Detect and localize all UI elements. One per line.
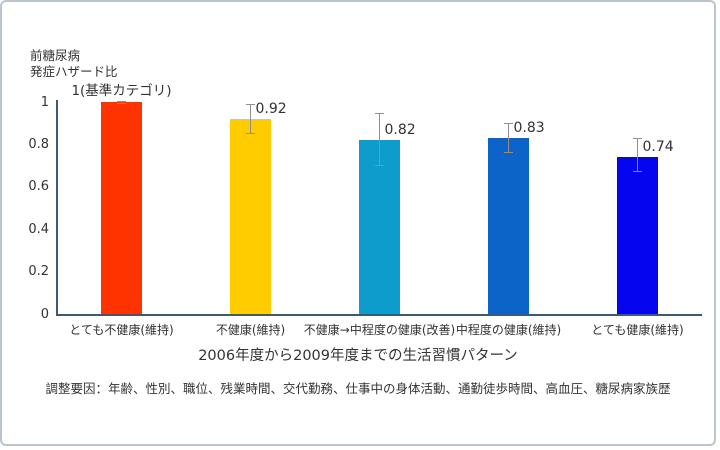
x-category-label: とても不健康(維持)	[69, 323, 174, 337]
y-axis-line	[56, 100, 58, 315]
error-bar-stem	[121, 100, 122, 105]
x-axis-title: 2006年度から2009年度までの生活習慣パターン	[198, 348, 518, 364]
error-bar-stem	[379, 112, 380, 166]
bar-value-label: 0.83	[513, 120, 545, 137]
bar-value-label: 0.74	[642, 139, 674, 156]
error-bar	[504, 123, 513, 153]
y-tick-label: 0.4	[28, 221, 49, 237]
x-category-label: 中程度の健康(維持)	[455, 323, 562, 337]
error-bar-stem	[637, 138, 638, 172]
error-bar	[633, 138, 642, 172]
footnote: 調整要因：年齢、性別、職位、残業時間、交代勤務、仕事中の身体活動、通勤徒歩時間、…	[45, 381, 671, 396]
bar-value-label: 0.92	[255, 100, 287, 117]
x-category-label: 不健康→中程度の健康(改善)	[303, 323, 456, 337]
y-tick-label: 0.6	[28, 179, 49, 195]
y-axis-title-line1: 前糖尿病	[30, 48, 81, 63]
x-category-label: 不健康(維持)	[215, 323, 286, 337]
x-category-label: とても健康(維持)	[591, 323, 684, 337]
bar	[101, 102, 142, 314]
y-tick-label: 0	[40, 306, 49, 322]
error-bar	[375, 112, 384, 166]
plot-area: 0 0.2 0.4 0.6 0.8 1 1(基準カテゴリ) とても不健康(維持) 0.92 不健康…	[28, 83, 702, 337]
error-bar-stem	[250, 104, 251, 134]
bar	[488, 138, 529, 314]
y-tick-label: 0.2	[28, 264, 49, 280]
bar-value-label: 1(基準カテゴリ)	[71, 83, 172, 99]
error-bar	[117, 100, 126, 105]
bar	[617, 157, 658, 314]
error-bar	[246, 104, 255, 134]
y-tick-label: 0.8	[28, 136, 49, 152]
y-tick-label: 1	[40, 94, 49, 110]
y-axis-title-line2: 発症ハザード比	[30, 64, 118, 79]
error-bar-stem	[508, 123, 509, 153]
y-axis-title: 前糖尿病 発症ハザード比	[30, 48, 118, 80]
bar	[359, 140, 400, 314]
bar	[230, 118, 271, 314]
bar-value-label: 0.82	[384, 122, 416, 139]
x-axis-line	[56, 314, 702, 316]
